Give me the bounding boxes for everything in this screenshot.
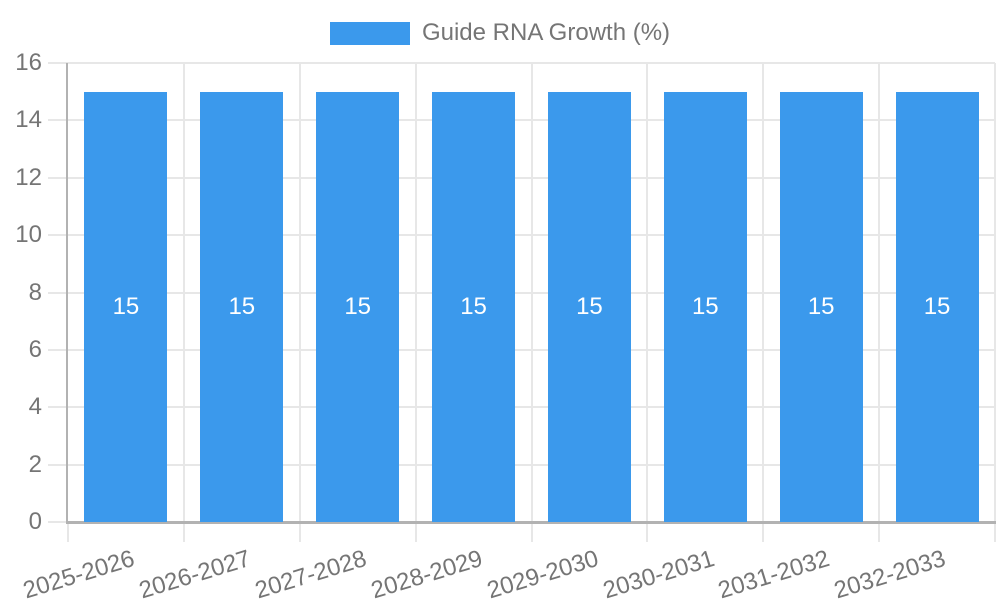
legend: Guide RNA Growth (%) — [0, 19, 1000, 47]
bar[interactable]: 15 — [663, 91, 747, 522]
y-gridline — [48, 62, 995, 64]
x-gridline — [414, 63, 417, 542]
bar[interactable]: 15 — [200, 91, 284, 522]
x-axis-label: 2025-2026 — [20, 545, 138, 600]
x-gridline — [298, 63, 301, 542]
y-gridline — [48, 463, 995, 466]
legend-label: Guide RNA Growth (%) — [421, 19, 671, 46]
x-axis-label: 2026-2027 — [136, 545, 254, 600]
y-axis-label: 10 — [15, 221, 42, 249]
bar[interactable]: 15 — [547, 91, 631, 522]
y-gridline — [48, 176, 995, 179]
bar[interactable]: 15 — [779, 91, 863, 522]
bar[interactable]: 15 — [84, 91, 168, 522]
y-axis-label: 12 — [15, 163, 42, 191]
x-gridline — [646, 63, 649, 542]
bar-value-label: 15 — [923, 292, 951, 320]
bar-value-label: 15 — [807, 292, 835, 320]
x-axis-label: 2027-2028 — [251, 545, 370, 600]
x-gridline — [182, 63, 185, 542]
bar-value-label: 15 — [460, 292, 487, 320]
y-axis-label: 16 — [15, 49, 42, 76]
x-axis-label: 2028-2029 — [367, 545, 486, 600]
bar[interactable]: 15 — [895, 91, 979, 522]
y-axis-label: 8 — [28, 278, 42, 306]
bar-value-label: 15 — [112, 292, 140, 320]
y-gridline — [48, 406, 995, 409]
y-gridline — [48, 119, 995, 122]
y-axis-label: 0 — [28, 508, 42, 535]
bar-value-label: 15 — [576, 292, 603, 320]
y-gridline — [48, 348, 995, 351]
y-axis-tick — [48, 521, 68, 523]
y-axis-label: 14 — [15, 106, 42, 134]
bar-value-label: 15 — [691, 292, 719, 320]
x-axis-label: 2030-2031 — [599, 545, 718, 600]
y-gridline — [48, 291, 995, 294]
y-axis-label: 4 — [28, 393, 42, 421]
bar[interactable]: 15 — [432, 91, 516, 522]
x-gridline — [530, 63, 533, 542]
bar[interactable]: 15 — [316, 91, 400, 522]
y-axis-label: 6 — [28, 335, 42, 363]
x-axis-label: 2032-2033 — [831, 545, 949, 600]
y-axis-line — [66, 63, 68, 524]
bar-value-label: 15 — [344, 292, 372, 320]
y-axis-label: 2 — [28, 450, 42, 478]
x-axis-label: 2031-2032 — [715, 545, 834, 600]
y-gridline — [48, 234, 995, 237]
x-gridline — [878, 63, 881, 542]
bar-value-label: 15 — [228, 292, 256, 320]
x-axis-label: 2029-2030 — [483, 545, 602, 600]
x-axis-tick — [67, 522, 69, 542]
x-gridline — [994, 63, 996, 542]
legend-swatch — [329, 21, 410, 45]
x-axis-line — [66, 521, 996, 524]
x-gridline — [762, 63, 765, 542]
